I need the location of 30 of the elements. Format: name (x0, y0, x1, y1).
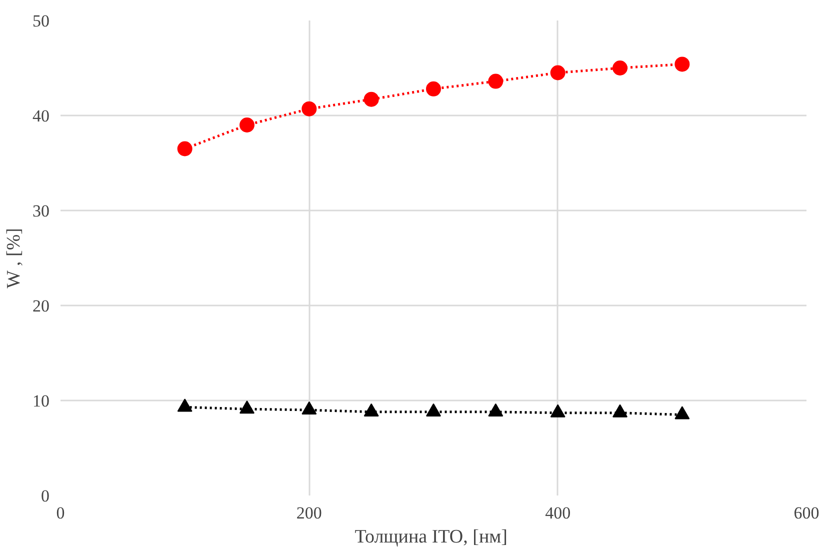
x-axis-title: Толщина ITO, [нм] (354, 526, 508, 548)
y-tick-label: 10 (32, 392, 50, 410)
y-tick-label: 40 (32, 106, 50, 126)
point (302, 401, 317, 415)
point (240, 118, 254, 132)
point (426, 81, 441, 96)
y-tick-label: 30 (32, 202, 50, 220)
point (674, 56, 690, 72)
point (550, 404, 566, 418)
y-tick-label: 20 (32, 296, 50, 316)
point (488, 74, 504, 89)
x-tick-label: 0 (56, 504, 65, 522)
point (302, 101, 317, 116)
point (550, 65, 566, 80)
point (612, 404, 628, 418)
y-tick-label: 0 (41, 486, 50, 506)
point (612, 60, 628, 76)
x-tick-label: 200 (296, 504, 322, 522)
point (240, 400, 254, 414)
point (177, 398, 192, 412)
x-tick-label: 600 (794, 504, 820, 522)
y-axis-title: W , [%] (4, 228, 24, 288)
point (674, 406, 690, 420)
x-tick-label: 400 (545, 504, 571, 522)
point (488, 403, 504, 416)
point (426, 403, 441, 416)
point (364, 403, 379, 416)
y-tick-label: 50 (32, 12, 50, 30)
point (177, 141, 192, 156)
point (364, 92, 379, 107)
